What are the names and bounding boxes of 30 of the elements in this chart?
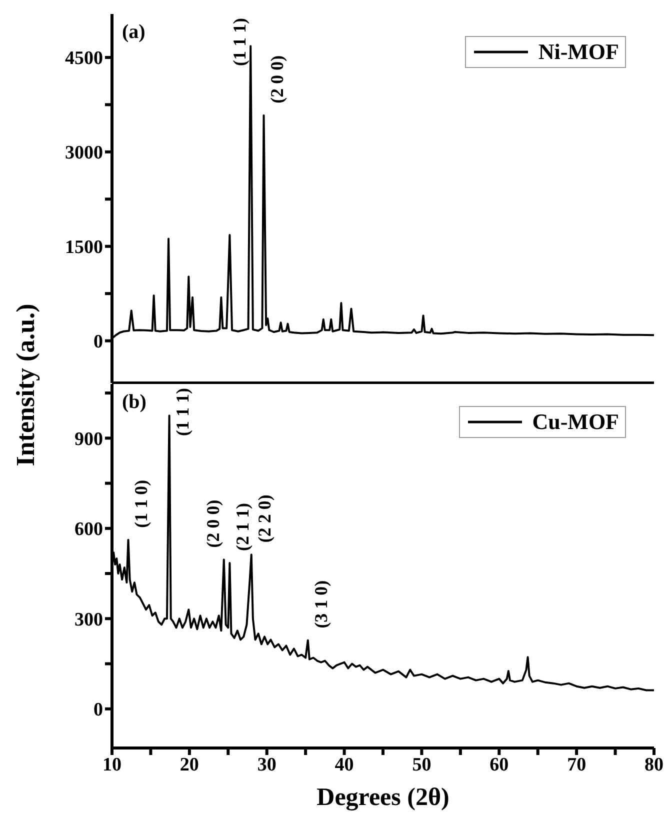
y-axis-title: Intensity (a.u.) [11, 304, 40, 466]
annotation: (a) [122, 21, 146, 43]
x-tick-label: 80 [644, 754, 664, 776]
x-tick-label: 20 [180, 754, 199, 776]
y-tick-label: 0 [94, 700, 103, 721]
y-tick-label: 0 [94, 332, 103, 353]
legend-label: Cu-MOF [532, 409, 619, 435]
y-tick-label: 600 [74, 519, 103, 540]
x-tick-label: 60 [490, 754, 509, 776]
annotation: (1 1 1) [172, 388, 192, 436]
annotation: (b) [122, 391, 146, 413]
y-tick-label: 300 [74, 609, 103, 630]
y-tick-label: 4500 [65, 48, 103, 70]
annotation: (2 2 0) [254, 494, 274, 543]
y-tick-label: 1500 [65, 237, 103, 258]
annotation: (2 0 0) [202, 500, 223, 548]
y-tick-label: 3000 [65, 142, 103, 164]
annotation: (1 1 1) [230, 18, 250, 66]
x-tick-label: 70 [567, 754, 586, 776]
legend-label: Ni-MOF [538, 39, 619, 65]
x-tick-label: 50 [412, 754, 432, 776]
annotation: (2 0 0) [266, 55, 287, 104]
x-tick-label: 40 [334, 754, 354, 776]
annotation: (1 1 0) [131, 480, 152, 528]
x-tick-label: 10 [102, 754, 122, 776]
y-tick-label: 900 [74, 428, 103, 450]
annotation: (2 1 1) [232, 502, 253, 551]
annotation: (3 1 0) [310, 580, 331, 628]
x-axis-title: Degrees (2θ) [316, 784, 450, 812]
x-tick-label: 30 [257, 754, 276, 776]
